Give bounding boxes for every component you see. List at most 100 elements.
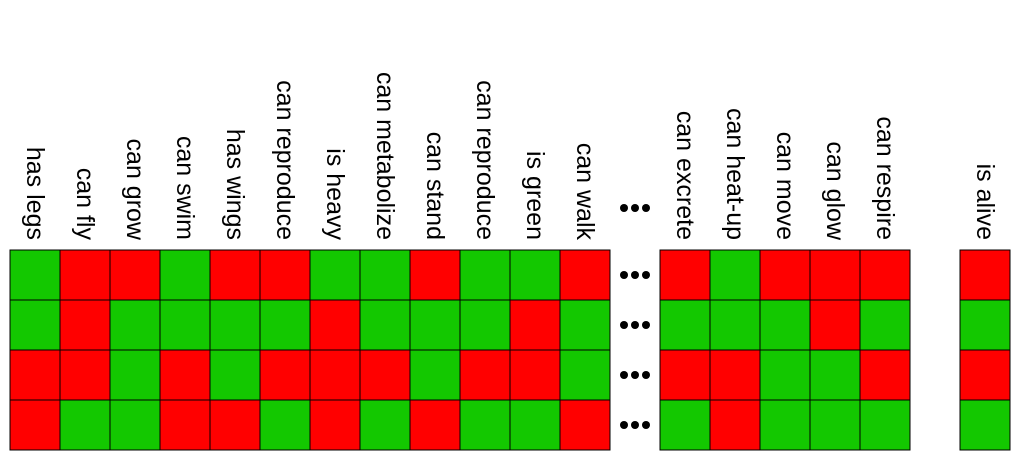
cell-a5-row-2 xyxy=(209,299,261,351)
cell-a5-row-3 xyxy=(209,349,261,401)
cell-a2-row-4 xyxy=(59,399,111,451)
cell-b3-row-3 xyxy=(759,349,811,401)
cell-a7-row-4 xyxy=(309,399,361,451)
cell-a6-row-1 xyxy=(259,249,311,301)
cell-a11-row-3 xyxy=(509,349,561,401)
cell-a5-row-4 xyxy=(209,399,261,451)
cell-b5-row-3 xyxy=(859,349,911,401)
ellipsis-icon-row-3 xyxy=(620,371,650,379)
cell-a4-row-2 xyxy=(159,299,211,351)
cell-target-row-1 xyxy=(959,249,1011,301)
column-label-a6: can reproduce xyxy=(271,80,299,240)
ellipsis-icon-row-4 xyxy=(620,421,650,429)
cell-b4-row-4 xyxy=(809,399,861,451)
cell-a6-row-4 xyxy=(259,399,311,451)
cell-a3-row-4 xyxy=(109,399,161,451)
cell-a9-row-1 xyxy=(409,249,461,301)
ellipsis-icon-row-1 xyxy=(620,271,650,279)
cell-grid xyxy=(9,249,1011,451)
column-label-a11: is green xyxy=(521,151,549,240)
column-label-a10: can reproduce xyxy=(471,80,499,240)
cell-a3-row-2 xyxy=(109,299,161,351)
cell-b3-row-1 xyxy=(759,249,811,301)
cell-target-row-3 xyxy=(959,349,1011,401)
column-label-a8: can metabolize xyxy=(371,72,399,240)
cell-a12-row-2 xyxy=(559,299,611,351)
cell-a12-row-4 xyxy=(559,399,611,451)
cell-b3-row-2 xyxy=(759,299,811,351)
cell-b1-row-4 xyxy=(659,399,711,451)
cell-target-row-4 xyxy=(959,399,1011,451)
cell-b4-row-3 xyxy=(809,349,861,401)
cell-a8-row-3 xyxy=(359,349,411,401)
column-label-a7: is heavy xyxy=(321,148,349,240)
cell-a8-row-1 xyxy=(359,249,411,301)
cell-a8-row-2 xyxy=(359,299,411,351)
cell-b4-row-2 xyxy=(809,299,861,351)
cell-a10-row-2 xyxy=(459,299,511,351)
cell-a1-row-3 xyxy=(9,349,61,401)
cell-a9-row-3 xyxy=(409,349,461,401)
column-label-target: is alive xyxy=(971,164,999,240)
cell-a12-row-3 xyxy=(559,349,611,401)
cell-b1-row-1 xyxy=(659,249,711,301)
cell-a7-row-3 xyxy=(309,349,361,401)
cell-a9-row-4 xyxy=(409,399,461,451)
cell-a4-row-4 xyxy=(159,399,211,451)
cell-a4-row-3 xyxy=(159,349,211,401)
cell-a6-row-3 xyxy=(259,349,311,401)
cell-b1-row-2 xyxy=(659,299,711,351)
column-label-a4: can swim xyxy=(171,136,199,240)
cell-a11-row-2 xyxy=(509,299,561,351)
cell-b3-row-4 xyxy=(759,399,811,451)
column-label-a12: can walk xyxy=(571,143,599,241)
column-label-b1: can excrete xyxy=(671,111,699,240)
cell-a10-row-4 xyxy=(459,399,511,451)
cell-a11-row-4 xyxy=(509,399,561,451)
column-label-b2: can heat-up xyxy=(721,108,749,240)
cell-a9-row-2 xyxy=(409,299,461,351)
cell-a1-row-1 xyxy=(9,249,61,301)
ellipsis-icon-header xyxy=(620,204,650,212)
cell-a6-row-2 xyxy=(259,299,311,351)
cell-a2-row-1 xyxy=(59,249,111,301)
cell-a7-row-1 xyxy=(309,249,361,301)
column-label-a5: has wings xyxy=(221,129,249,240)
cell-a3-row-1 xyxy=(109,249,161,301)
column-label-b4: can glow xyxy=(821,141,849,241)
cell-a12-row-1 xyxy=(559,249,611,301)
cell-b5-row-1 xyxy=(859,249,911,301)
cell-a1-row-4 xyxy=(9,399,61,451)
column-label-b5: can respire xyxy=(871,116,899,240)
cell-b5-row-2 xyxy=(859,299,911,351)
cell-a2-row-2 xyxy=(59,299,111,351)
cell-target-row-2 xyxy=(959,299,1011,351)
cell-b2-row-1 xyxy=(709,249,761,301)
column-label-a2: can fly xyxy=(71,168,99,241)
column-label-a9: can stand xyxy=(421,132,449,240)
cell-b5-row-4 xyxy=(859,399,911,451)
cell-a11-row-1 xyxy=(509,249,561,301)
cell-b2-row-4 xyxy=(709,399,761,451)
cell-a7-row-2 xyxy=(309,299,361,351)
ellipsis-icon-row-2 xyxy=(620,321,650,329)
cell-b2-row-3 xyxy=(709,349,761,401)
cell-a2-row-3 xyxy=(59,349,111,401)
column-label-a1: has legs xyxy=(21,147,49,240)
cell-a3-row-3 xyxy=(109,349,161,401)
cell-a10-row-3 xyxy=(459,349,511,401)
cell-a4-row-1 xyxy=(159,249,211,301)
column-label-b3: can move xyxy=(771,132,799,240)
cell-b4-row-1 xyxy=(809,249,861,301)
cell-a8-row-4 xyxy=(359,399,411,451)
cell-a1-row-2 xyxy=(9,299,61,351)
cell-a10-row-1 xyxy=(459,249,511,301)
cell-a5-row-1 xyxy=(209,249,261,301)
cell-b2-row-2 xyxy=(709,299,761,351)
column-label-a3: can grow xyxy=(121,139,149,241)
cell-b1-row-3 xyxy=(659,349,711,401)
column-labels: has legs can fly can grow can swim has wings… xyxy=(21,72,999,241)
ellipsis-column xyxy=(620,204,650,429)
